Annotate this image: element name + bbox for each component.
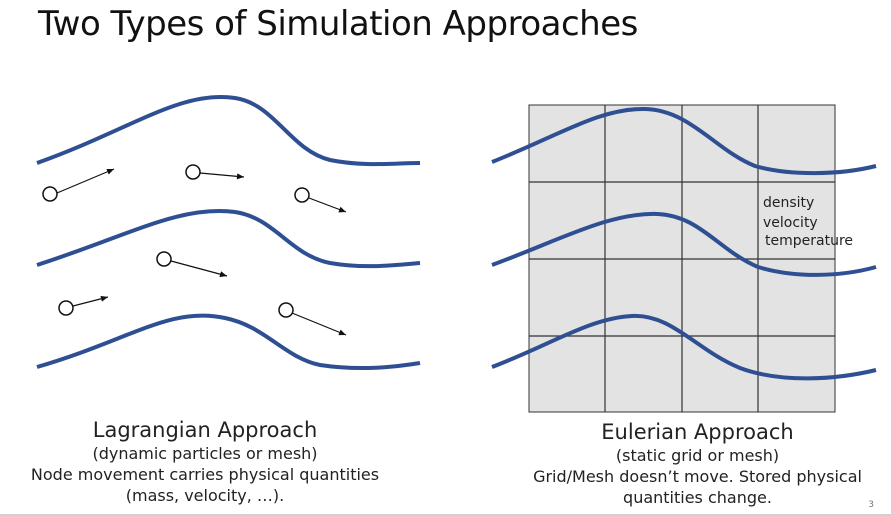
particle-node [294, 187, 310, 203]
arrowhead [106, 168, 114, 175]
eulerian-subtitle: (static grid or mesh) [615, 446, 780, 465]
cell-label-temperature: temperature [765, 233, 853, 249]
particle-node [156, 251, 172, 267]
particle [58, 295, 109, 316]
particle [185, 164, 245, 180]
particle [278, 302, 347, 336]
particle [42, 168, 115, 202]
particle-node [185, 164, 201, 180]
eulerian-caption: Eulerian Approach (static grid or mesh) … [515, 420, 880, 508]
lagrangian-panel [36, 95, 421, 371]
lagrangian-title: Lagrangian Approach [92, 418, 318, 442]
lagrangian-flow-line-2 [36, 209, 421, 269]
velocity-arrow [170, 260, 228, 277]
bottom-rule [0, 514, 891, 516]
eulerian-flow-line-3 [491, 313, 877, 381]
cell-label-velocity: velocity [763, 215, 818, 231]
eulerian-description-2: quantities change. [623, 488, 772, 507]
arrowhead [338, 329, 346, 336]
eulerian-grid-lines [529, 105, 835, 412]
eulerian-flow-line-1 [491, 106, 877, 176]
arrowhead [236, 173, 244, 180]
lagrangian-flow-line-3 [36, 313, 421, 371]
velocity-arrow [291, 312, 347, 336]
particle-node [42, 186, 58, 202]
particle-node [58, 300, 74, 316]
particle [294, 187, 347, 213]
lagrangian-flow-line-1 [36, 95, 421, 167]
lagrangian-description-1: Node movement carries physical quantitie… [30, 465, 380, 484]
arrowhead [338, 206, 346, 213]
particle [156, 251, 228, 278]
arrowhead [219, 271, 227, 278]
lagrangian-description-2: (mass, velocity, …). [125, 486, 285, 505]
slide-title: Two Types of Simulation Approaches [38, 4, 638, 44]
velocity-arrow [56, 168, 115, 194]
eulerian-title: Eulerian Approach [601, 420, 794, 444]
arrowhead [100, 295, 108, 302]
lagrangian-subtitle: (dynamic particles or mesh) [92, 444, 318, 463]
eulerian-panel: density velocity temperature [491, 104, 877, 413]
cell-label-density: density [763, 195, 814, 211]
lagrangian-caption: Lagrangian Approach (dynamic particles o… [0, 418, 410, 506]
eulerian-description-1: Grid/Mesh doesn’t move. Stored physical [533, 467, 862, 486]
velocity-arrow [199, 172, 245, 178]
eulerian-flow-line-2 [491, 211, 877, 277]
particle-node [278, 302, 294, 318]
page-number: 3 [868, 500, 874, 510]
